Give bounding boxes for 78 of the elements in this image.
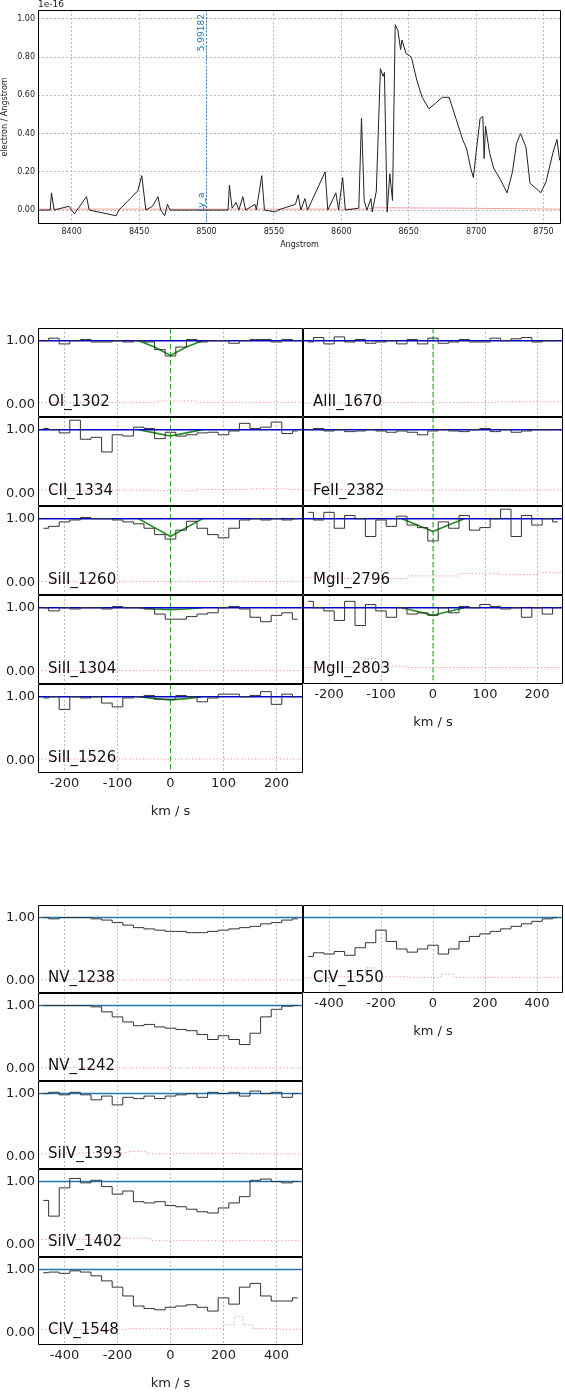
x-tick-label: 100 [472,686,498,702]
x-tick-label: -200 [49,775,80,791]
x-tick-label: 200 [472,995,498,1011]
y-tick-label: 1.00 [6,688,35,704]
y-tick-label: 0.00 [6,1323,35,1339]
y-tick-label: 1.00 [6,599,35,615]
y-tick-label: 0.00 [6,573,35,589]
annotation: CII_1334 [48,481,113,501]
y-tick-label: 1.00 [17,14,35,24]
x-tick-label: 0 [428,995,438,1011]
annotation: SiII_1260 [48,570,117,590]
x-tick-label: -100 [366,686,396,702]
y-tick-label: 0.00 [6,1235,35,1251]
annotation: CIV_1548 [48,1320,119,1340]
y-tick-label: 0.00 [6,1059,35,1075]
x-tick-label: 0 [166,775,175,791]
annotation: MgII_2796 [313,570,390,590]
y-tick-label: 1.00 [6,908,35,924]
y-tick-label: 0.80 [17,52,35,62]
x-tick-label: 8700 [465,226,487,236]
x-tick-label: -400 [314,995,344,1011]
y-tick-label: 0.00 [6,395,35,411]
x-tick-label: 100 [211,775,236,791]
text: 1e-16 [38,0,65,9]
x-tick-label: -200 [366,995,396,1011]
y-tick-label: 1.00 [6,510,35,526]
x-tick-label: 0 [166,1347,175,1363]
y-tick-label: 0.40 [17,128,35,138]
x-axis-title: km / s [413,713,454,729]
y-tick-label: 1.00 [6,1172,35,1188]
x-tick-label: 8550 [263,226,285,236]
y-tick-label: 0.00 [6,751,35,767]
annotation: FeII_2382 [313,481,385,501]
annotation: 5.99182 [196,14,207,52]
annotation: SiII_1526 [48,748,117,768]
x-tick-label: 400 [264,1347,289,1363]
x-axis-title: km / s [150,802,191,818]
y-tick-label: 1.00 [6,996,35,1012]
y-tick-label: 1.00 [6,332,35,348]
y-tick-label: 1.00 [6,421,35,437]
annotation: CIV_1550 [313,968,384,988]
x-tick-label: 8750 [533,226,554,236]
x-tick-label: 8400 [61,226,82,236]
annotation: NV_1242 [48,1056,116,1076]
x-tick-label: -200 [314,686,344,702]
annotation: SiII_1304 [48,659,117,679]
x-tick-label: -400 [49,1347,80,1363]
y-tick-label: 0.00 [6,662,35,678]
x-tick-label: 8450 [128,226,150,236]
annotation: SiIV_1393 [48,1144,123,1164]
x-tick-label: 8650 [398,226,419,236]
y-tick-label: 0.00 [6,1147,35,1163]
x-tick-label: 200 [524,686,550,702]
x-tick-label: 8500 [196,226,217,236]
annotation: OI_1302 [48,392,110,412]
x-tick-label: 0 [428,686,438,702]
y-tick-label: 0.00 [17,205,35,215]
annotation: MgII_2803 [313,659,390,679]
x-tick-label: 8600 [331,226,352,236]
y-tick-label: 0.20 [17,166,35,176]
x-axis-title: Angstrom [280,240,320,250]
annotation: NV_1238 [48,968,116,988]
annotation: AlII_1670 [313,392,382,412]
y-tick-label: 0.00 [6,484,35,500]
x-tick-label: 200 [264,775,289,791]
x-tick-label: 400 [524,995,550,1011]
x-axis-title: km / s [413,1022,454,1038]
x-axis-title: km / s [150,1374,191,1390]
y-axis-title: electron / Angstrom [0,77,9,157]
annotation: SiIV_1402 [48,1232,123,1252]
y-tick-label: 0.60 [17,90,35,100]
y-tick-label: 1.00 [6,1084,35,1100]
x-tick-label: 200 [211,1347,236,1363]
y-tick-label: 0.00 [6,971,35,987]
annotation: Ly_a [196,192,207,213]
x-tick-label: -100 [102,775,133,791]
x-tick-label: -200 [102,1347,133,1363]
y-tick-label: 1.00 [6,1260,35,1276]
